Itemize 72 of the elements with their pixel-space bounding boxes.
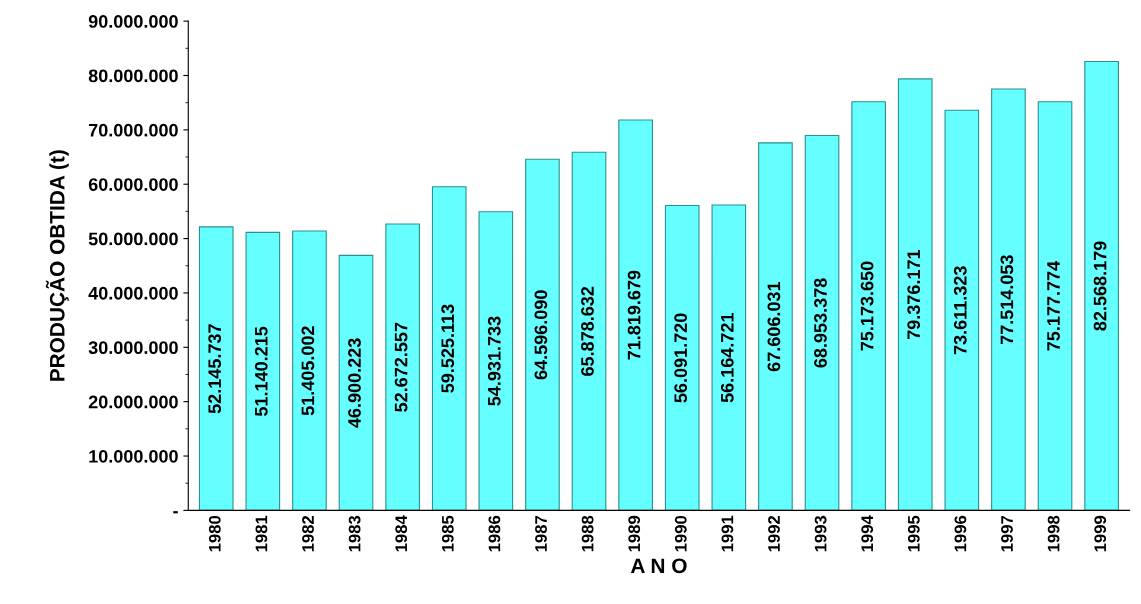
y-tick-label: 20.000.000 xyxy=(88,395,178,409)
bar xyxy=(571,151,607,511)
bar xyxy=(478,211,514,511)
y-axis-title: PRODUÇÃO OBTIDA (t) xyxy=(45,150,69,381)
x-tick-label: 1992 xyxy=(768,515,780,552)
data-label: 65.878.632 xyxy=(581,286,594,376)
bar xyxy=(758,142,793,511)
data-label: 68.953.378 xyxy=(814,278,827,368)
data-label: 59.525.113 xyxy=(441,304,455,393)
bar xyxy=(1084,60,1119,511)
bar xyxy=(804,134,840,511)
x-tick-label: 1983 xyxy=(348,515,361,552)
y-tick-label: 70.000.000 xyxy=(88,123,178,137)
x-tick-label: 1993 xyxy=(814,515,827,552)
bar xyxy=(525,158,560,511)
data-label: 75.173.650 xyxy=(860,261,874,351)
x-tick-label: 1997 xyxy=(1001,515,1013,552)
x-tick-label: 1986 xyxy=(488,515,501,552)
x-tick-label: 1988 xyxy=(581,515,594,552)
x-tick-label: 1994 xyxy=(861,515,874,552)
x-tick-label: 1987 xyxy=(535,515,547,552)
x-tick-label: 1989 xyxy=(628,515,641,552)
bar xyxy=(1037,101,1073,511)
data-label: 79.376.171 xyxy=(907,249,921,340)
y-tick-label: 30.000.000 xyxy=(88,341,178,355)
x-tick-label: 1990 xyxy=(674,515,687,552)
data-label: 56.164.721 xyxy=(720,313,734,403)
x-tick-label: 1995 xyxy=(907,515,920,552)
data-label: 54.931.733 xyxy=(487,316,501,406)
y-tick-label: 90.000.000 xyxy=(88,15,178,28)
bar xyxy=(991,88,1026,511)
x-tick-label: 1984 xyxy=(395,515,408,552)
data-label: 73.611.323 xyxy=(953,266,967,355)
x-tick-label: 1985 xyxy=(441,515,454,552)
bar xyxy=(851,101,886,511)
bar xyxy=(897,78,933,511)
bar xyxy=(431,186,467,511)
y-tick-label: - xyxy=(173,511,178,514)
x-tick-label: 1998 xyxy=(1047,515,1060,552)
data-label: 51.405.002 xyxy=(301,326,315,416)
data-label: 82.568.179 xyxy=(1093,241,1107,331)
bar xyxy=(711,204,747,511)
y-tick-label: 10.000.000 xyxy=(89,449,178,463)
x-axis-title: A N O xyxy=(630,558,687,574)
bar xyxy=(292,230,327,511)
y-tick-label: 40.000.000 xyxy=(88,286,178,300)
data-label: 71.819.679 xyxy=(627,270,641,360)
data-label: 64.596.090 xyxy=(534,290,548,380)
data-label: 52.145.737 xyxy=(208,324,222,414)
bar xyxy=(245,231,281,511)
bar xyxy=(944,109,980,511)
bar xyxy=(618,119,653,511)
x-tick-label: 1999 xyxy=(1094,515,1107,552)
x-tick-label: 1981 xyxy=(255,515,268,552)
data-label: 77.514.053 xyxy=(1000,255,1014,345)
x-tick-label: 1982 xyxy=(302,515,314,552)
data-label: 75.177.774 xyxy=(1047,260,1060,351)
x-tick-label: 1996 xyxy=(954,515,967,552)
bar xyxy=(198,226,234,511)
y-tick-label: 50.000.000 xyxy=(88,232,178,246)
x-tick-label: 1991 xyxy=(721,515,734,552)
data-label: 51.140.215 xyxy=(254,326,268,416)
data-label: 46.900.223 xyxy=(348,338,361,428)
y-tick-label: 80.000.000 xyxy=(88,69,178,83)
data-label: 52.672.557 xyxy=(394,322,408,412)
bar xyxy=(385,223,420,511)
bar xyxy=(664,204,700,511)
bar xyxy=(338,254,374,511)
y-tick-label: 60.000.000 xyxy=(88,178,178,191)
x-tick-label: 1980 xyxy=(208,515,221,552)
data-label: 56.091.720 xyxy=(674,313,688,403)
data-label: 67.606.031 xyxy=(767,281,781,372)
